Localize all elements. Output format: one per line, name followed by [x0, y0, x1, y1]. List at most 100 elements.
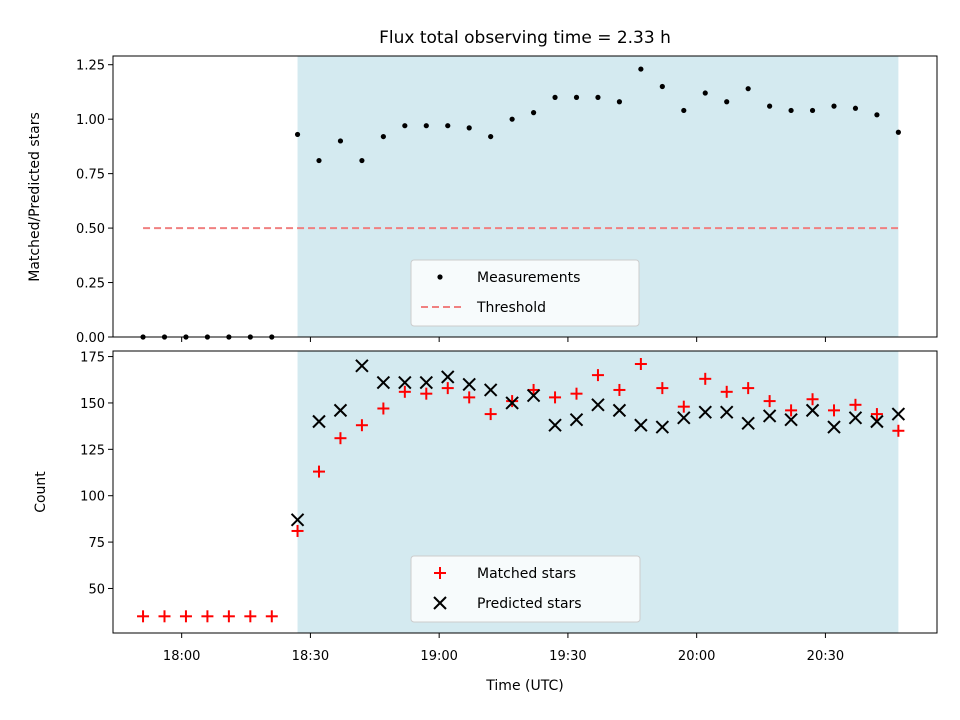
- bottom-legend: Matched stars Predicted stars: [410, 555, 641, 623]
- measurement-point: [616, 99, 623, 105]
- bottom-x-ticks: 18:00 18:30 19:00 19:30 20:00 20:30: [163, 633, 844, 664]
- matched-star-point: [656, 382, 669, 395]
- predicted-star-point: [526, 388, 541, 403]
- measurement-point: [552, 94, 558, 100]
- bottom-y-tick-label: 100: [80, 490, 105, 505]
- matched-star-point: [549, 391, 562, 404]
- predicted-star-point: [290, 513, 305, 527]
- predicted-star-point: [677, 411, 691, 425]
- matched-star-point: [398, 385, 411, 398]
- top-y-ticks: 0.00 0.25 0.50 0.75 1.00 1.25: [76, 59, 113, 346]
- x-tick-label: 20:30: [807, 649, 844, 664]
- matched-star-point: [720, 385, 733, 398]
- matched-star-point: [591, 369, 604, 382]
- top-y-tick-label: 0.50: [76, 222, 105, 237]
- x-tick-label: 20:00: [678, 649, 715, 664]
- matched-star-point: [377, 402, 390, 415]
- predicted-star-point: [762, 409, 777, 423]
- measurement-point: [831, 103, 837, 109]
- measurement-point: [809, 107, 816, 114]
- matched-star-point: [441, 382, 454, 395]
- measurement-point: [316, 157, 322, 164]
- x-axis-label: Time (UTC): [485, 678, 563, 694]
- top-y-tick-label: 0.75: [76, 168, 105, 183]
- top-legend-box: [410, 259, 640, 327]
- measurement-point: [681, 107, 687, 114]
- measurement-point: [702, 90, 708, 96]
- predicted-star-point: [805, 403, 820, 418]
- bottom-y-tick-label: 75: [88, 536, 105, 551]
- measurement-point: [573, 94, 580, 100]
- top-y-axis-label: Matched/Predicted stars: [27, 112, 43, 282]
- x-tick-label: 19:30: [549, 649, 586, 664]
- predicted-star-point: [655, 420, 670, 434]
- predicted-star-point: [891, 407, 906, 421]
- measurement-point: [294, 131, 301, 138]
- bottom-y-tick-label: 125: [80, 443, 105, 458]
- matched-star-point: [634, 357, 647, 370]
- matched-star-point: [527, 383, 540, 396]
- legend-matched-label: Matched stars: [477, 566, 576, 582]
- predicted-star-point: [612, 403, 627, 418]
- measurement-point: [788, 107, 794, 114]
- predicted-star-point: [741, 416, 755, 431]
- matched-star-point: [613, 383, 626, 396]
- matched-star-point: [420, 387, 433, 400]
- measurement-point: [359, 157, 365, 164]
- predicted-star-point: [462, 377, 476, 392]
- top-axes-frame: [112, 55, 938, 338]
- measurement-point: [852, 105, 859, 111]
- predicted-star-point: [698, 405, 712, 419]
- bottom-y-ticks: 50 75 100 125 150 175: [80, 351, 113, 597]
- matched-star-point: [244, 610, 257, 623]
- measurement-point: [745, 86, 751, 92]
- matched-star-point: [179, 610, 192, 623]
- x-tick-label: 18:00: [163, 649, 200, 664]
- x-tick-label: 18:30: [292, 649, 329, 664]
- matched-star-point: [265, 610, 278, 623]
- bottom-y-tick-label: 150: [80, 397, 105, 412]
- predicted-star-points: [290, 359, 906, 527]
- matched-star-point: [201, 610, 214, 623]
- x-tick-label: 19:00: [420, 649, 457, 664]
- matched-star-point: [137, 610, 150, 623]
- measurement-point: [509, 116, 515, 122]
- measurement-point: [659, 83, 665, 90]
- bottom-panel: 50 75 100 125 150 175 18:00 18:30 19:00 19:30 20:…: [33, 350, 938, 694]
- chart-title: Flux total observing time = 2.33 h: [379, 28, 671, 48]
- matched-star-point: [699, 372, 712, 385]
- measurement-point: [874, 112, 880, 118]
- matched-star-point: [849, 398, 862, 411]
- predicted-star-point: [784, 412, 798, 427]
- legend-predicted-marker: [433, 596, 447, 610]
- matched-star-point: [742, 382, 755, 395]
- predicted-star-point: [569, 412, 584, 427]
- measurement-point: [423, 123, 429, 129]
- bottom-y-tick-label: 50: [88, 582, 105, 597]
- matched-star-point: [870, 408, 883, 421]
- measurement-point: [337, 138, 344, 144]
- predicted-star-point: [419, 375, 433, 390]
- top-panel: 0.00 0.25 0.50 0.75 1.00 1.25 Matched/Predict…: [27, 55, 938, 346]
- predicted-star-point: [312, 414, 326, 429]
- bottom-y-tick-label: 175: [80, 351, 105, 366]
- matched-star-point: [334, 432, 347, 445]
- measurement-point: [724, 99, 730, 105]
- top-y-tick-label: 1.25: [76, 59, 105, 74]
- measurement-point: [595, 94, 601, 100]
- predicted-star-point: [483, 383, 498, 397]
- legend-measurement-marker: [437, 274, 443, 280]
- top-y-tick-label: 0.25: [76, 277, 105, 292]
- matched-star-point: [158, 610, 171, 623]
- predicted-star-point: [398, 375, 412, 390]
- predicted-star-point: [634, 418, 648, 432]
- measurement-point: [466, 125, 472, 131]
- predicted-star-point: [870, 414, 884, 429]
- matched-star-point: [806, 393, 819, 406]
- bottom-legend-box: [410, 555, 641, 623]
- top-y-tick-label: 0.00: [76, 331, 105, 346]
- predicted-star-point: [376, 375, 391, 390]
- top-legend: Measurements Threshold: [410, 259, 640, 327]
- measurement-point: [530, 110, 537, 116]
